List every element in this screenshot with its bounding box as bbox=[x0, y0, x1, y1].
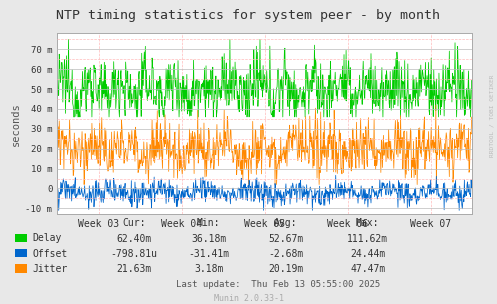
Text: Min:: Min: bbox=[197, 219, 221, 229]
Text: NTP timing statistics for system peer - by month: NTP timing statistics for system peer - … bbox=[57, 9, 440, 22]
Text: 21.63m: 21.63m bbox=[117, 264, 152, 274]
Text: Offset: Offset bbox=[32, 249, 68, 258]
Text: Munin 2.0.33-1: Munin 2.0.33-1 bbox=[214, 294, 283, 303]
Text: 47.47m: 47.47m bbox=[350, 264, 385, 274]
Text: 62.40m: 62.40m bbox=[117, 234, 152, 244]
Text: -31.41m: -31.41m bbox=[188, 249, 229, 259]
Text: 24.44m: 24.44m bbox=[350, 249, 385, 259]
Text: -2.68m: -2.68m bbox=[268, 249, 303, 259]
Text: Last update:  Thu Feb 13 05:55:00 2025: Last update: Thu Feb 13 05:55:00 2025 bbox=[176, 280, 380, 289]
Text: RRDTOOL / TOBI OETIKER: RRDTOOL / TOBI OETIKER bbox=[490, 74, 495, 157]
Text: 52.67m: 52.67m bbox=[268, 234, 303, 244]
Text: 111.62m: 111.62m bbox=[347, 234, 388, 244]
Text: Jitter: Jitter bbox=[32, 264, 68, 274]
Text: 36.18m: 36.18m bbox=[191, 234, 226, 244]
Text: -798.81u: -798.81u bbox=[111, 249, 158, 259]
Text: Delay: Delay bbox=[32, 233, 62, 243]
Text: 3.18m: 3.18m bbox=[194, 264, 224, 274]
Text: Max:: Max: bbox=[356, 219, 380, 229]
Y-axis label: seconds: seconds bbox=[11, 102, 21, 146]
Text: 20.19m: 20.19m bbox=[268, 264, 303, 274]
Text: Cur:: Cur: bbox=[122, 219, 146, 229]
Text: Avg:: Avg: bbox=[274, 219, 298, 229]
